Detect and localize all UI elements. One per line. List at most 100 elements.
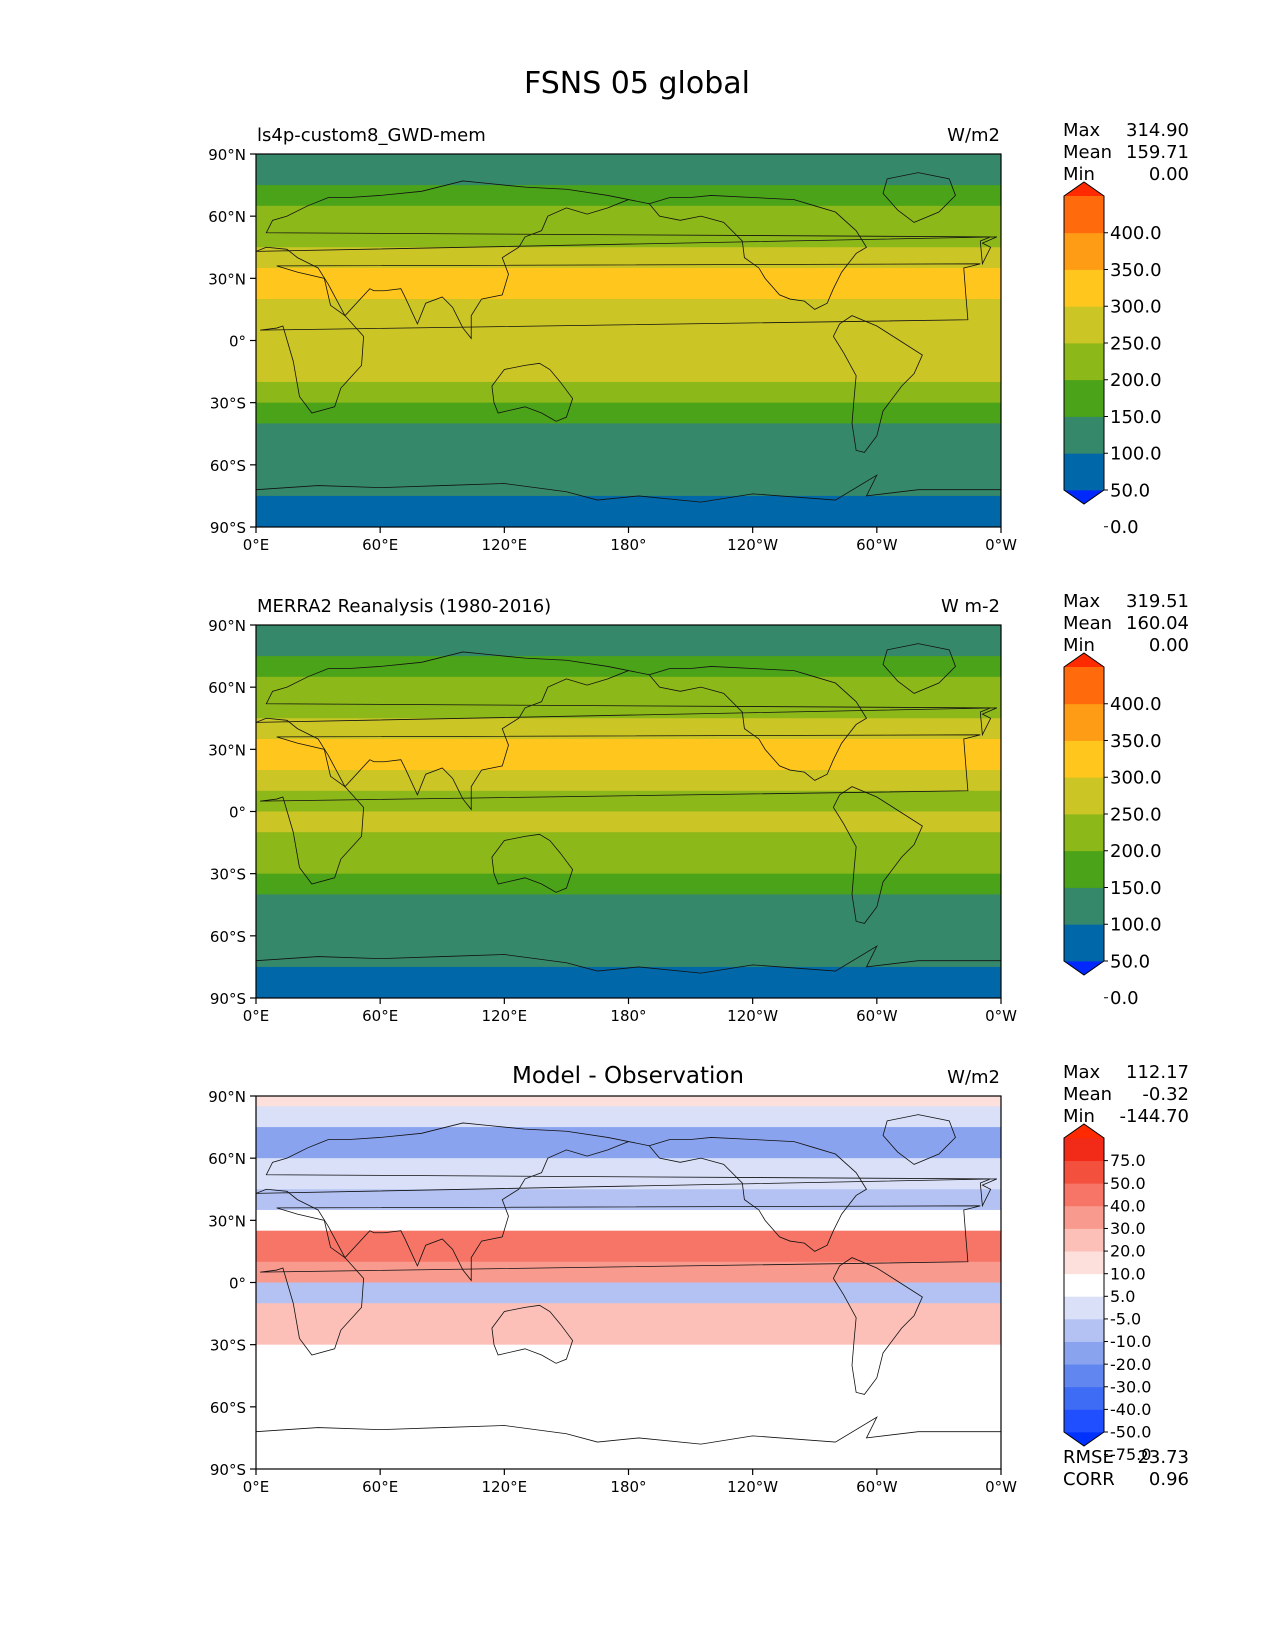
colorbar: 400.0 350.0 300.0 250.0 200.0 150.0 100.0 50.0 0… — [1063, 652, 1162, 1009]
x-tick-label: 120°W — [727, 1007, 778, 1025]
contour-band-1 — [256, 164, 1001, 186]
colorbar-tick-label: 10.0 — [1110, 1264, 1146, 1283]
colorbar-tick-label: 0.0 — [1110, 988, 1139, 1009]
y-tick-label: 60°N — [208, 679, 246, 697]
colorbar-segment — [1064, 1386, 1104, 1410]
min-value: 0.00 — [1149, 635, 1189, 656]
y-tick-label: 90°N — [208, 146, 246, 164]
contour-band-0 — [256, 625, 1001, 636]
y-axis-ticks: 90°N 60°N 30°N 0° 30°S 60°S 90°S — [208, 146, 256, 537]
colorbar-segment — [1064, 887, 1104, 925]
colorbar-segment — [1064, 1364, 1104, 1388]
max-label: Max — [1063, 591, 1101, 612]
max-label: Max — [1063, 1062, 1101, 1083]
colorbar-extend-high — [1064, 1124, 1104, 1138]
colorbar-segment — [1064, 1409, 1104, 1433]
mean-label: Mean — [1063, 613, 1112, 634]
y-tick-label: 90°S — [210, 990, 246, 1008]
y-tick-label: 30°N — [208, 1212, 246, 1230]
contour-band-6 — [256, 738, 1001, 771]
panel-observation: MERRA2 Reanalysis (1980-2016) W m-2 90°N… — [208, 591, 1189, 1025]
colorbar-segment — [1064, 1183, 1104, 1207]
colorbar-tick-label: 50.0 — [1110, 951, 1150, 972]
figure-title: FSNS 05 global — [524, 66, 750, 101]
colorbar-tick-label: 350.0 — [1110, 260, 1162, 281]
contour-band-11 — [256, 852, 1001, 875]
rmse-corr-block: RMSE 23.73 CORR 0.96 — [1063, 1447, 1189, 1490]
min-value: -144.70 — [1120, 1106, 1189, 1127]
panel-model: ls4p-custom8_GWD-mem W/m2 90°N 60°N 30°N 0°… — [208, 120, 1189, 554]
colorbar-tick-label: 400.0 — [1110, 694, 1162, 715]
x-tick-label: 120°W — [727, 536, 778, 554]
colorbar-tick-label: -75.0 — [1110, 1445, 1151, 1464]
rmse-label: RMSE — [1063, 1447, 1114, 1468]
mean-value: -0.32 — [1142, 1084, 1189, 1105]
contour-band-5 — [256, 247, 1001, 269]
units-label: W m-2 — [941, 596, 1000, 617]
y-tick-label: 30°S — [210, 866, 246, 884]
min-label: Min — [1063, 164, 1095, 185]
colorbar-segment — [1064, 306, 1104, 344]
colorbar-tick-label: 50.0 — [1110, 480, 1150, 501]
contour-band-9 — [256, 340, 1001, 362]
contour-band-11 — [256, 381, 1001, 404]
y-tick-label: 0° — [229, 1275, 246, 1293]
y-tick-label: 30°S — [210, 395, 246, 413]
max-value: 314.90 — [1126, 120, 1189, 141]
min-label: Min — [1063, 1106, 1095, 1127]
contour-band-15 — [256, 966, 1001, 998]
contour-band-13 — [256, 894, 1001, 906]
y-tick-label: 30°N — [208, 741, 246, 759]
contour-band-3 — [256, 1158, 1001, 1190]
panel-title: Model - Observation — [512, 1063, 744, 1089]
contour-band-10 — [256, 1323, 1001, 1346]
max-value: 112.17 — [1126, 1062, 1189, 1083]
y-tick-label: 30°S — [210, 1337, 246, 1355]
colorbar-segment — [1064, 1273, 1104, 1297]
map-area — [256, 154, 1001, 527]
contour-band-15 — [256, 495, 1001, 527]
x-tick-label: 0°W — [985, 1478, 1017, 1496]
colorbar-tick-label: 20.0 — [1110, 1242, 1146, 1261]
y-tick-label: 60°S — [210, 1399, 246, 1417]
contour-band-3 — [256, 676, 1001, 699]
colorbar-extend-low — [1064, 1432, 1104, 1446]
contour-band-14 — [256, 433, 1001, 497]
x-tick-label: 0°W — [985, 1007, 1017, 1025]
colorbar-segment — [1064, 269, 1104, 307]
contour-band-1 — [256, 635, 1001, 657]
colorbar-tick-label: 250.0 — [1110, 333, 1162, 354]
max-label: Max — [1063, 120, 1101, 141]
contour-band-7 — [256, 1261, 1001, 1283]
x-tick-label: 120°W — [727, 1478, 778, 1496]
stats-block: Max 319.51 Mean 160.04 Min 0.00 — [1063, 591, 1189, 656]
y-tick-label: 0° — [229, 804, 246, 822]
colorbar-tick-label: 250.0 — [1110, 804, 1162, 825]
contour-band-6 — [256, 1230, 1001, 1263]
colorbar-tick-label: -5.0 — [1110, 1310, 1141, 1329]
contour-fill — [256, 625, 1001, 998]
contour-band-2 — [256, 1127, 1001, 1159]
colorbar-tick-label: 75.0 — [1110, 1151, 1146, 1170]
corr-value: 0.96 — [1149, 1469, 1189, 1490]
contour-band-10 — [256, 361, 1001, 383]
contour-band-4 — [256, 1189, 1001, 1211]
x-tick-label: 60°W — [856, 1007, 898, 1025]
colorbar-tick-label: 150.0 — [1110, 407, 1162, 428]
colorbar-tick-label: 0.0 — [1110, 517, 1139, 538]
x-tick-label: 180° — [610, 1007, 646, 1025]
x-tick-label: 60°E — [362, 1478, 398, 1496]
contour-band-10 — [256, 832, 1001, 854]
stats-block: Max 112.17 Mean -0.32 Min -144.70 — [1063, 1062, 1189, 1127]
y-tick-label: 90°N — [208, 1088, 246, 1106]
colorbar-segment — [1064, 777, 1104, 815]
units-label: W/m2 — [947, 1067, 1000, 1088]
x-tick-label: 60°E — [362, 1007, 398, 1025]
colorbar-segment — [1064, 924, 1104, 962]
colorbar-extend-high — [1064, 653, 1104, 667]
contour-band-14 — [256, 904, 1001, 968]
colorbar-tick-label: 100.0 — [1110, 444, 1162, 465]
y-tick-label: 90°S — [210, 519, 246, 537]
contour-band-1 — [256, 1106, 1001, 1128]
colorbar-tick-label: 5.0 — [1110, 1287, 1135, 1306]
